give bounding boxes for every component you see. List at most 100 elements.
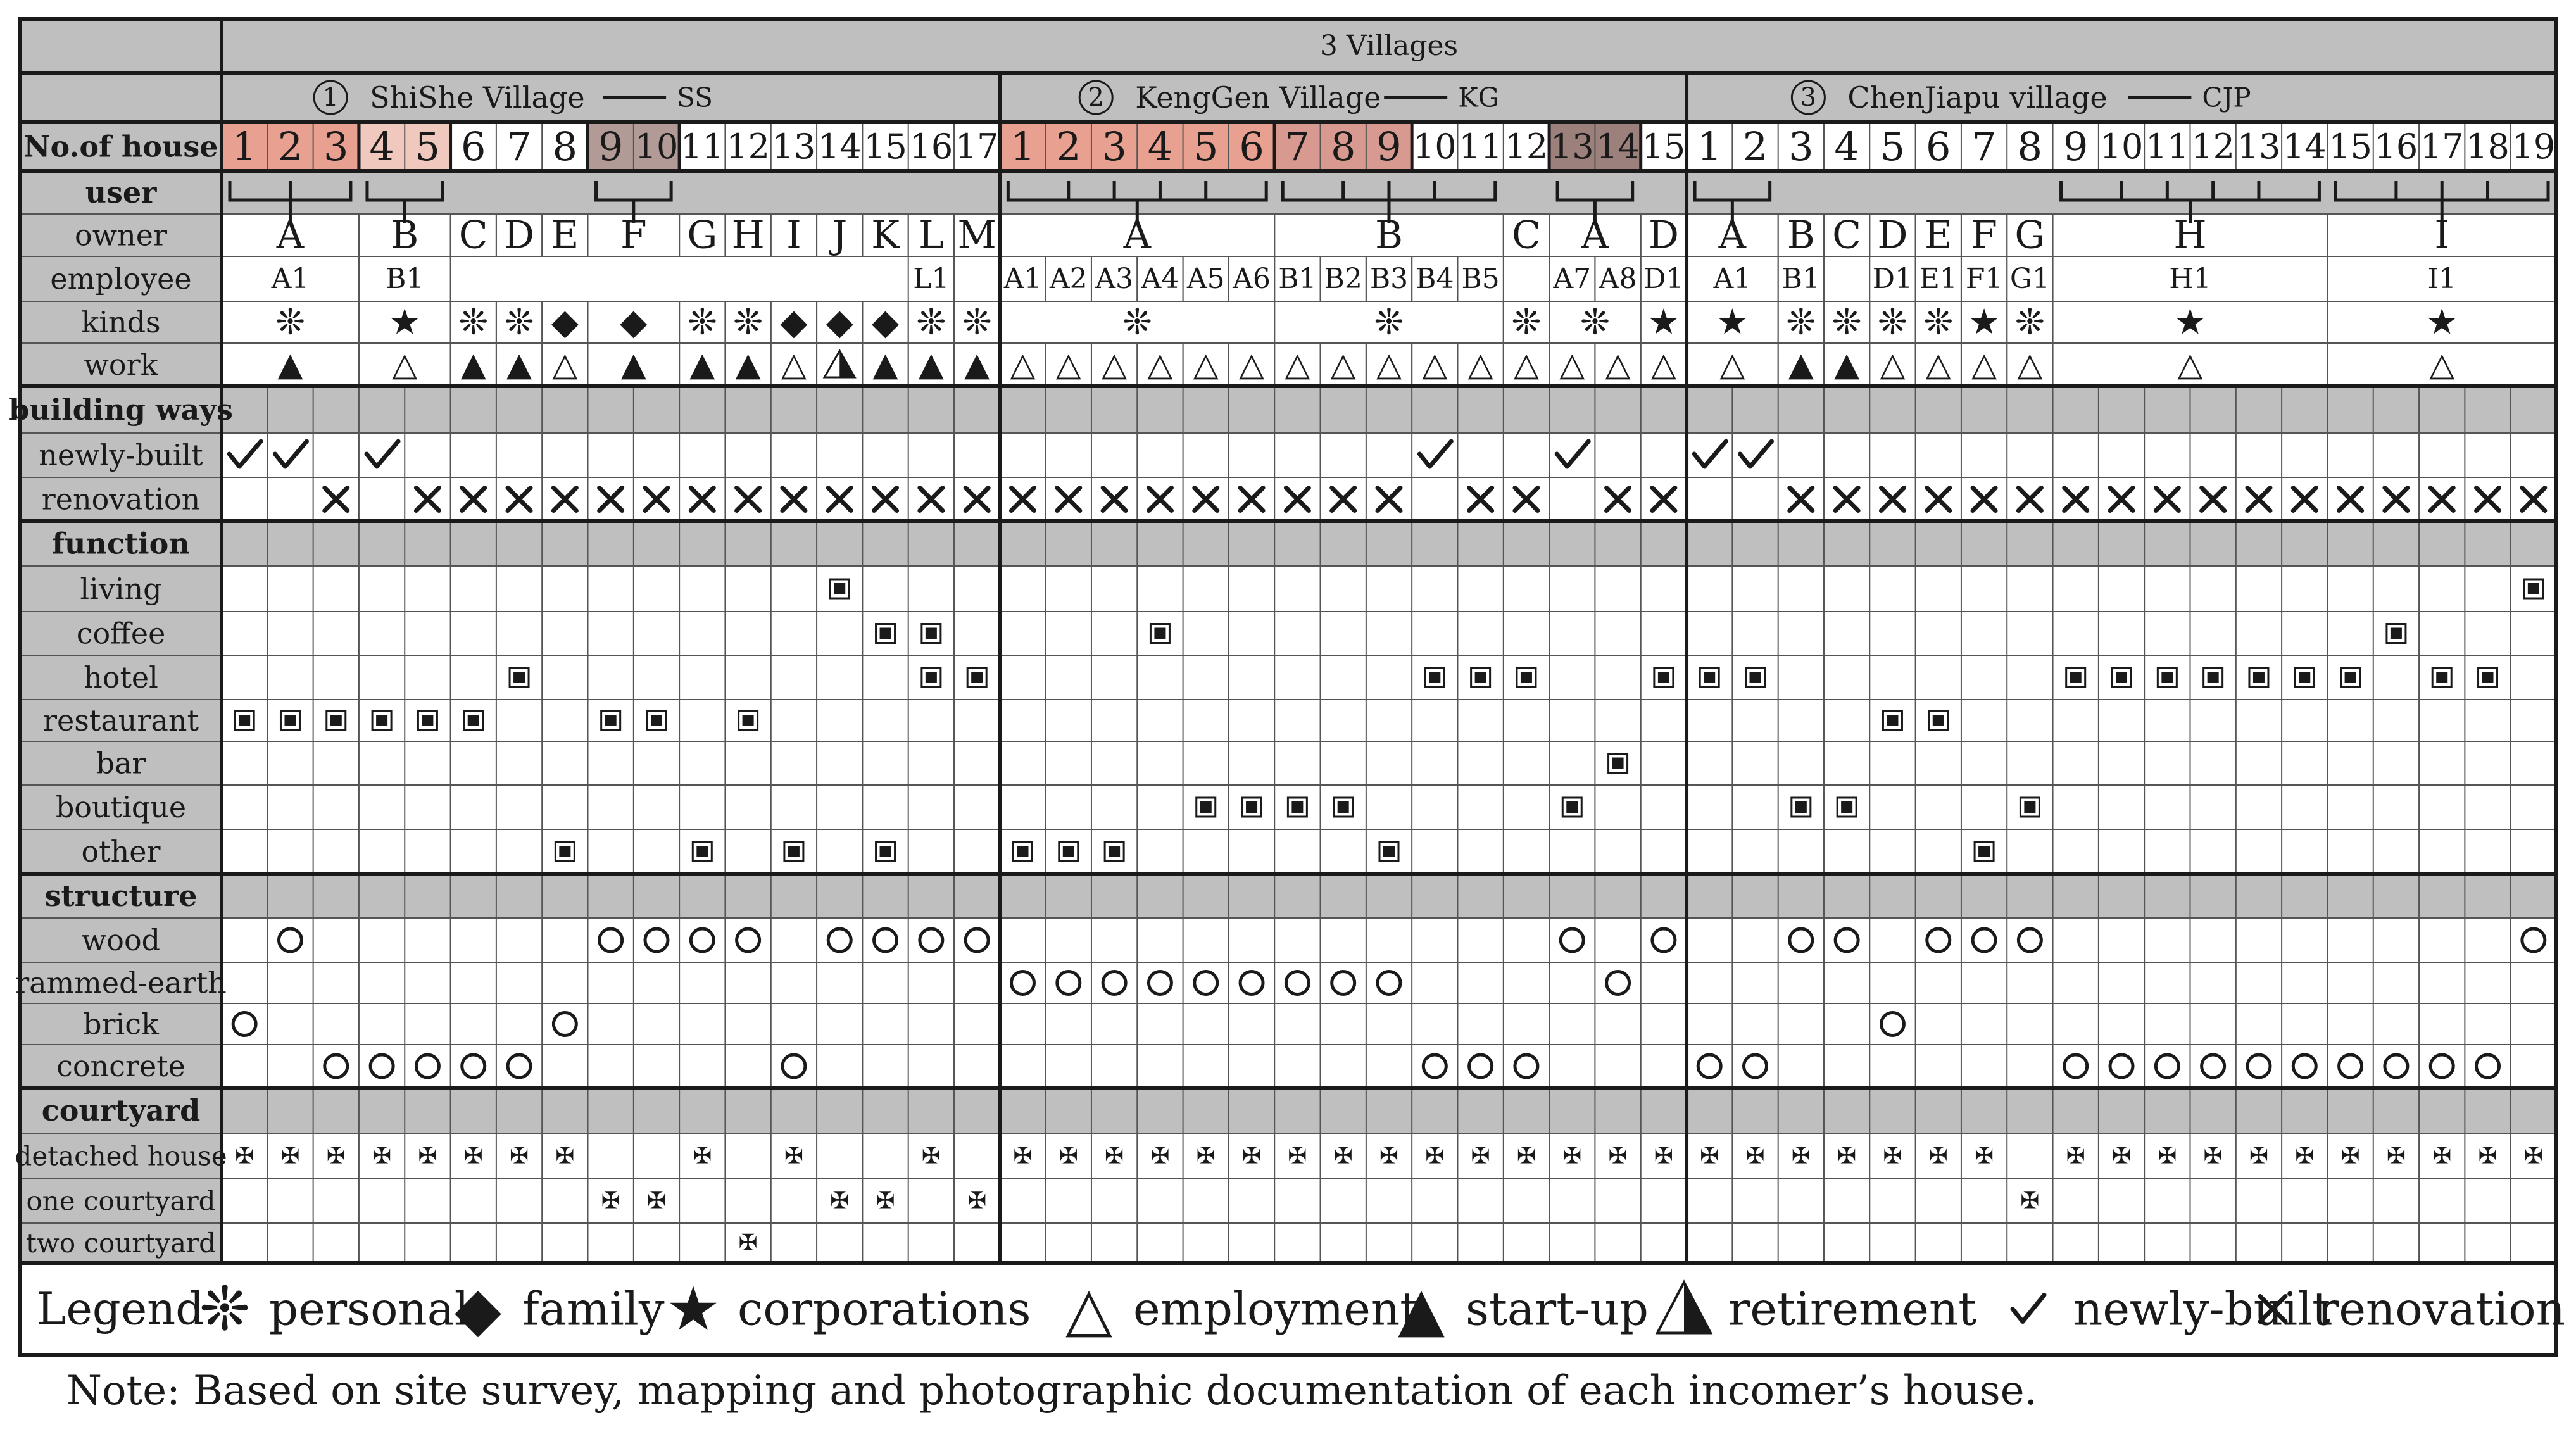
work-symbol: △ (1468, 346, 1493, 384)
cross-mark (1925, 486, 1952, 513)
square-fill (1932, 715, 1944, 726)
function-mark (2385, 623, 2407, 644)
function-mark (508, 667, 530, 688)
square-outline (508, 667, 530, 688)
cross-mark (2520, 486, 2548, 513)
employee-label: A1 (1712, 263, 1751, 295)
work-symbol: ▲ (1788, 346, 1814, 384)
legend-title: Legend (37, 1283, 204, 1335)
cross-stroke (2199, 486, 2227, 513)
owner-label: L (919, 213, 944, 258)
courtyard-mark: ✠ (2020, 1188, 2039, 1214)
square-fill (1109, 846, 1121, 857)
courtyard-mark: ✠ (1425, 1143, 1444, 1169)
cross-stroke (963, 486, 991, 513)
courtyard-mark: ✠ (1608, 1143, 1627, 1169)
owner-label: D (1649, 213, 1679, 258)
label-band-wood (20, 918, 222, 962)
courtyard-mark: ✠ (555, 1143, 574, 1169)
square-fill (2390, 627, 2402, 639)
cross-stroke (2382, 486, 2410, 513)
house-number: 7 (1971, 123, 1996, 170)
square-fill (879, 846, 891, 857)
cross-stroke (1192, 486, 1220, 513)
structure-mark (2520, 927, 2547, 953)
owner-label: D (504, 213, 534, 258)
function-mark (2294, 667, 2315, 688)
courtyard-mark: ✠ (235, 1143, 254, 1169)
square-fill (605, 715, 617, 726)
square-outline (1882, 710, 1903, 731)
function-mark (1378, 841, 1400, 862)
square-outline (279, 710, 301, 731)
structure-mark (1742, 1053, 1769, 1079)
square-outline (2340, 667, 2361, 688)
cross-mark (1238, 486, 1266, 513)
row-label-kinds: kinds (81, 305, 160, 339)
house-group-border (1547, 120, 1643, 173)
courtyard-mark: ✠ (1334, 1143, 1353, 1169)
function-mark (1882, 710, 1903, 731)
house-number: 15 (2328, 127, 2372, 167)
owner-label: J (828, 213, 847, 258)
function-mark (463, 710, 484, 731)
courtyard-mark: ✠ (2432, 1143, 2451, 1169)
structure-mark (323, 1053, 349, 1079)
owner-label: A (1718, 213, 1747, 258)
structure-mark (2108, 1053, 2135, 1079)
structure-mark (1147, 970, 1173, 996)
structure-mark (2383, 1053, 2410, 1079)
square-outline (2065, 667, 2087, 688)
legend-symbol: ❊ (199, 1274, 250, 1345)
label-band-renovation (20, 477, 222, 521)
square-outline (1745, 667, 1766, 688)
work-symbol: △ (552, 346, 577, 384)
square-fill (330, 715, 342, 726)
square-fill (742, 715, 754, 726)
square-fill (422, 715, 434, 726)
square-fill (1291, 801, 1304, 813)
legend-label: start-up (1466, 1283, 1649, 1336)
structure-mark (1376, 970, 1402, 996)
courtyard-mark: ✠ (1517, 1143, 1536, 1169)
square-outline (738, 710, 759, 731)
square-outline (2248, 667, 2270, 688)
house-number: 15 (864, 127, 907, 167)
legend-symbol (2010, 1293, 2047, 1324)
function-mark (1973, 841, 1995, 862)
employee-label: B1 (386, 263, 424, 295)
outer-border (18, 17, 2558, 1357)
courtyard-mark: ✠ (1929, 1143, 1948, 1169)
label-band-other (20, 829, 222, 874)
owner-label: F (620, 213, 647, 258)
function-mark (1516, 667, 1537, 688)
house-number: 18 (2466, 127, 2510, 167)
cross-stroke (1878, 486, 1906, 513)
cross-mark (1650, 486, 1678, 513)
square-fill (513, 672, 525, 683)
function-mark (2477, 667, 2499, 688)
house-number: 13 (772, 127, 816, 167)
square-fill (2116, 672, 2128, 683)
legend-symbol (2258, 1294, 2288, 1324)
structure-mark (1605, 970, 1631, 996)
cross-stroke (826, 486, 853, 513)
function-mark (2111, 667, 2132, 688)
employee-label: G1 (2010, 263, 2050, 295)
courtyard-mark: ✠ (830, 1188, 849, 1214)
structure-mark (1650, 927, 1677, 953)
cross-stroke (1925, 486, 1952, 513)
house-number: 17 (2420, 127, 2464, 167)
work-symbol: ▲ (873, 346, 898, 384)
square-outline (1653, 667, 1674, 688)
owner-label: F (1971, 213, 1997, 258)
square-fill (2161, 672, 2173, 683)
row-label-one_courtyard: one courtyard (26, 1186, 215, 1217)
row-label-owner: owner (75, 218, 167, 253)
owner-label: B (1787, 213, 1815, 258)
house-number: 12 (2191, 127, 2235, 167)
cross-stroke (460, 486, 487, 513)
square-outline (646, 710, 667, 731)
kind-symbol: ❊ (733, 302, 763, 343)
kind-symbol: ❊ (1580, 302, 1610, 343)
